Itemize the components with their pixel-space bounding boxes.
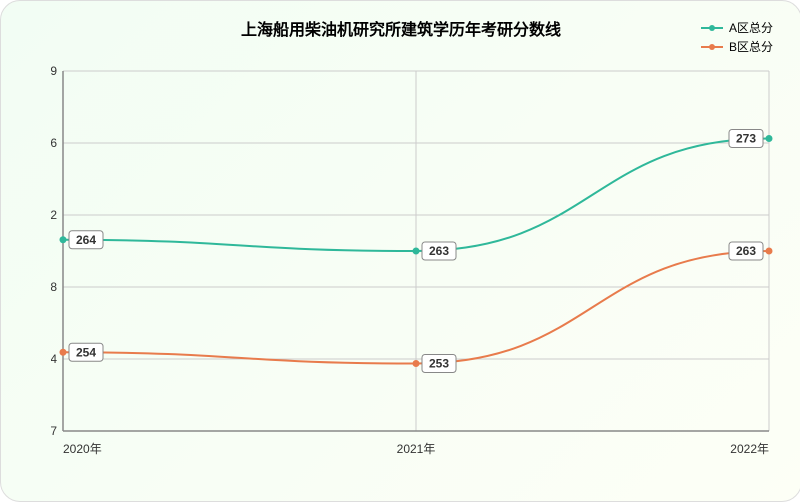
data-marker [60, 236, 67, 243]
data-marker [766, 135, 773, 142]
legend-swatch [701, 23, 723, 33]
y-tick-label: 279 [51, 64, 57, 78]
data-label: 264 [76, 233, 96, 247]
data-label: 273 [736, 132, 756, 146]
y-tick-label: 247 [51, 424, 57, 438]
data-label: 263 [736, 244, 756, 258]
chart-title: 上海船用柴油机研究所建筑学历年考研分数线 [241, 16, 561, 40]
x-tick-label: 2020年 [63, 442, 102, 456]
legend-swatch [701, 42, 723, 52]
y-tick-label: 272.6 [51, 136, 57, 150]
y-tick-label: 266.2 [51, 208, 57, 222]
data-label: 253 [429, 357, 449, 371]
y-tick-label: 259.8 [51, 280, 57, 294]
legend: A区总分 B区总分 [701, 19, 773, 57]
x-tick-label: 2022年 [730, 442, 769, 456]
data-marker [60, 349, 67, 356]
data-label: 254 [76, 345, 96, 359]
plot-area: 247 253.4 259.8 266.2 272.6 279 2020年 2021年 2022… [51, 61, 781, 461]
data-marker [766, 248, 773, 255]
data-label: 263 [429, 244, 449, 258]
legend-item: A区总分 [701, 19, 773, 36]
legend-label: B区总分 [729, 38, 773, 55]
legend-item: B区总分 [701, 38, 773, 55]
plot-svg: 247 253.4 259.8 266.2 272.6 279 2020年 2021年 2022… [51, 61, 781, 461]
y-tick-label: 253.4 [51, 352, 57, 366]
chart-container: 上海船用柴油机研究所建筑学历年考研分数线 A区总分 B区总分 247 253.4 25… [0, 0, 800, 502]
x-tick-label: 2021年 [397, 442, 436, 456]
legend-label: A区总分 [729, 19, 773, 36]
data-marker [413, 360, 420, 367]
data-marker [413, 248, 420, 255]
